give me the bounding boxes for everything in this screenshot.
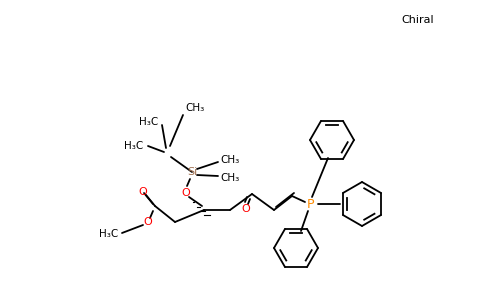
Text: CH₃: CH₃ bbox=[220, 155, 239, 165]
Text: CH₃: CH₃ bbox=[220, 173, 239, 183]
Text: CH₃: CH₃ bbox=[185, 103, 204, 113]
Text: O: O bbox=[242, 204, 250, 214]
Text: Si: Si bbox=[187, 167, 197, 177]
Text: O: O bbox=[144, 217, 152, 227]
Text: Chiral: Chiral bbox=[402, 15, 434, 25]
Text: O: O bbox=[138, 187, 147, 197]
Text: H₃C: H₃C bbox=[139, 117, 158, 127]
Text: H₃C: H₃C bbox=[124, 141, 143, 151]
Text: P: P bbox=[306, 197, 314, 211]
Text: H₃C: H₃C bbox=[99, 229, 118, 239]
Text: O: O bbox=[182, 188, 190, 198]
